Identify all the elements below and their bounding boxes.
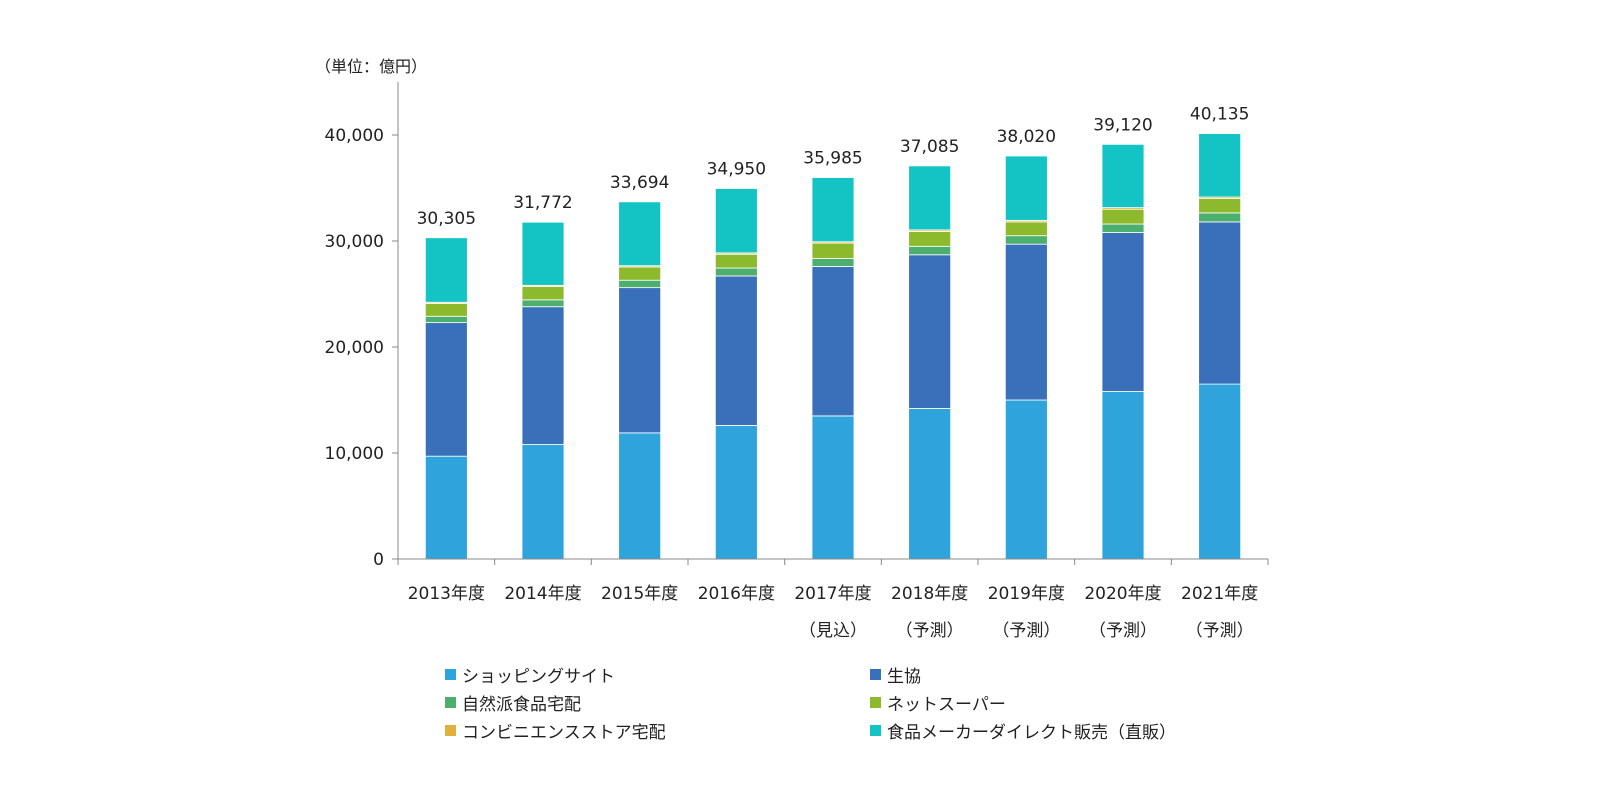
y-tick-label: 40,000 bbox=[325, 126, 384, 146]
bar-segment-2-0 bbox=[618, 432, 662, 560]
bar-segment-0-1 bbox=[424, 322, 468, 457]
bar-segment-3-3 bbox=[714, 253, 758, 269]
x-category-sublabel-5: （予測） bbox=[896, 621, 964, 641]
bar-segment-7-3 bbox=[1101, 208, 1145, 225]
bar-segment-8-1 bbox=[1198, 221, 1242, 385]
x-category-sublabel-8: （予測） bbox=[1186, 621, 1254, 641]
x-axis: 2013年度 2014年度 2015年度 2016年度 2017年度 （見込） 2018年度… bbox=[397, 558, 1269, 641]
bar-segment-2-2 bbox=[618, 279, 662, 289]
y-axis: 0 10,000 20,000 30,000 40,000 bbox=[325, 82, 399, 570]
bars bbox=[424, 133, 1242, 560]
legend-swatch bbox=[445, 725, 456, 736]
y-tick-label: 0 bbox=[373, 550, 384, 570]
bar-segment-1-2 bbox=[521, 299, 565, 308]
legend-label: ショッピングサイト bbox=[462, 667, 615, 687]
bar-segment-8-0 bbox=[1198, 383, 1242, 560]
bar-segment-2-1 bbox=[618, 287, 662, 434]
bar-segment-7-0 bbox=[1101, 391, 1145, 560]
total-label-5: 37,085 bbox=[900, 137, 959, 157]
legend-item-1: 生協 bbox=[870, 662, 921, 687]
x-category-label-4: 2017年度 bbox=[794, 584, 871, 604]
bar-segment-6-5 bbox=[1004, 155, 1048, 221]
x-category-label-8: 2021年度 bbox=[1181, 584, 1258, 604]
legend-swatch bbox=[870, 697, 881, 708]
x-category-label-6: 2019年度 bbox=[988, 584, 1065, 604]
x-category-label-7: 2020年度 bbox=[1084, 584, 1161, 604]
bar-segment-1-3 bbox=[521, 286, 565, 301]
total-label-8: 40,135 bbox=[1190, 105, 1249, 125]
bar-segment-3-5 bbox=[714, 188, 758, 254]
y-tick-label: 20,000 bbox=[325, 338, 384, 358]
legend-label: 生協 bbox=[887, 667, 921, 687]
legend-item-3: ネットスーパー bbox=[870, 690, 1006, 715]
bar-segment-1-1 bbox=[521, 306, 565, 445]
total-label-4: 35,985 bbox=[803, 149, 862, 169]
bar-segment-1-5 bbox=[521, 221, 565, 286]
x-category-sublabel-6: （予測） bbox=[992, 621, 1060, 641]
y-tick-label: 30,000 bbox=[325, 232, 384, 252]
bar-segment-2-3 bbox=[618, 266, 662, 281]
bar-segment-5-5 bbox=[908, 165, 952, 231]
bar-segment-4-3 bbox=[811, 242, 855, 259]
x-category-label-2: 2015年度 bbox=[601, 584, 678, 604]
total-label-7: 39,120 bbox=[1093, 115, 1152, 135]
bar-segment-4-5 bbox=[811, 177, 855, 243]
legend-swatch bbox=[445, 669, 456, 680]
y-tick-label: 10,000 bbox=[325, 444, 384, 464]
x-category-label-0: 2013年度 bbox=[408, 584, 485, 604]
legend-label: 食品メーカーダイレクト販売（直販） bbox=[887, 723, 1176, 743]
bar-segment-6-3 bbox=[1004, 221, 1048, 237]
bar-segment-7-1 bbox=[1101, 232, 1145, 392]
legend-swatch bbox=[870, 669, 881, 680]
bar-segment-5-3 bbox=[908, 231, 952, 247]
x-category-label-3: 2016年度 bbox=[698, 584, 775, 604]
legend-item-4: コンビニエンスストア宅配 bbox=[445, 718, 666, 743]
bar-segment-5-0 bbox=[908, 408, 952, 560]
bar-segment-6-2 bbox=[1004, 235, 1048, 245]
bar-segment-0-3 bbox=[424, 303, 468, 317]
legend-swatch bbox=[445, 697, 456, 708]
bar-segment-6-1 bbox=[1004, 243, 1048, 401]
bar-segment-7-2 bbox=[1101, 223, 1145, 233]
bar-segment-8-5 bbox=[1198, 133, 1242, 198]
legend-label: コンビニエンスストア宅配 bbox=[462, 723, 666, 743]
bar-segment-3-1 bbox=[714, 275, 758, 426]
bar-segment-4-0 bbox=[811, 415, 855, 560]
bar-segment-4-2 bbox=[811, 258, 855, 267]
legend-label: 自然派食品宅配 bbox=[462, 695, 581, 715]
legend-item-5: 食品メーカーダイレクト販売（直販） bbox=[870, 718, 1176, 743]
legend-label: ネットスーパー bbox=[887, 695, 1006, 715]
legend-item-2: 自然派食品宅配 bbox=[445, 690, 581, 715]
x-category-sublabel-7: （予測） bbox=[1089, 621, 1157, 641]
x-category-sublabel-4: （見込） bbox=[799, 621, 867, 641]
bar-segment-8-3 bbox=[1198, 198, 1242, 214]
bar-segment-7-5 bbox=[1101, 143, 1145, 209]
bar-segment-3-0 bbox=[714, 425, 758, 560]
bar-segment-0-0 bbox=[424, 455, 468, 560]
total-labels: 30,305 31,772 33,694 34,950 35,985 37,085 38,0… bbox=[417, 105, 1250, 229]
bar-segment-5-2 bbox=[908, 245, 952, 256]
bar-segment-4-1 bbox=[811, 266, 855, 417]
total-label-3: 34,950 bbox=[707, 160, 766, 180]
bar-segment-3-2 bbox=[714, 267, 758, 277]
bar-segment-0-5 bbox=[424, 237, 468, 303]
legend-swatch bbox=[870, 725, 881, 736]
bar-segment-2-5 bbox=[618, 201, 662, 267]
bar-segment-8-2 bbox=[1198, 212, 1242, 223]
x-category-label-1: 2014年度 bbox=[504, 584, 581, 604]
total-label-2: 33,694 bbox=[610, 173, 669, 193]
bar-segment-5-1 bbox=[908, 254, 952, 409]
bar-segment-0-2 bbox=[424, 315, 468, 324]
bar-segment-1-0 bbox=[521, 444, 565, 560]
legend-item-0: ショッピングサイト bbox=[445, 662, 615, 687]
total-label-0: 30,305 bbox=[417, 209, 476, 229]
total-label-6: 38,020 bbox=[997, 127, 1056, 147]
x-category-label-5: 2018年度 bbox=[891, 584, 968, 604]
bar-segment-6-0 bbox=[1004, 399, 1048, 560]
unit-label: （単位：億円） bbox=[315, 57, 427, 76]
stacked-bar-chart: （単位：億円） 0 10,000 20,000 30,000 40,000 2013年度… bbox=[315, 57, 1269, 641]
total-label-1: 31,772 bbox=[513, 193, 572, 213]
